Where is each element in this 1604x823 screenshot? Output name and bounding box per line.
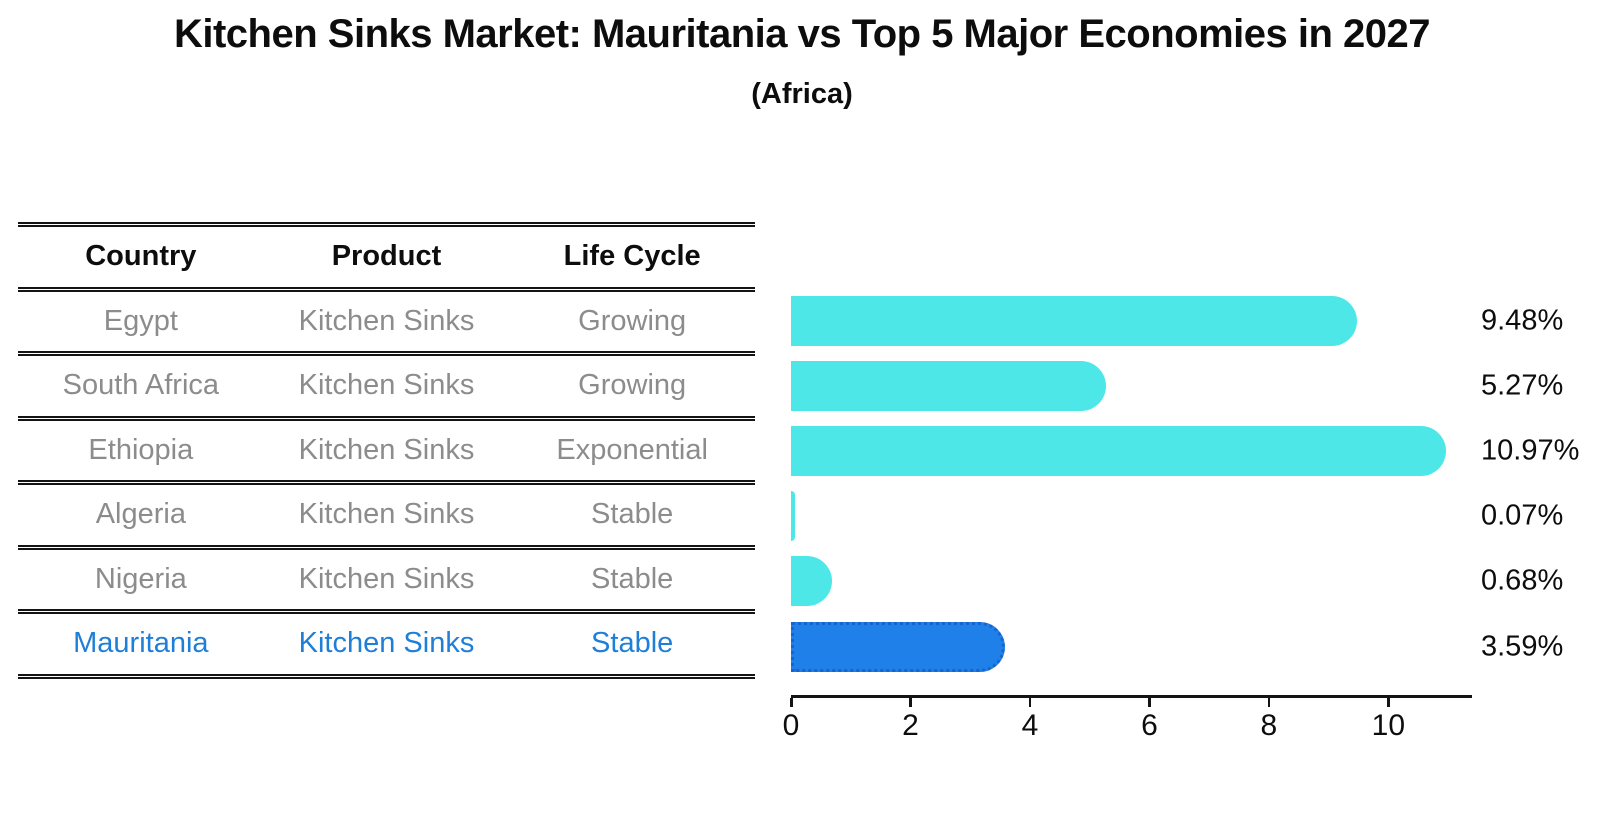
x-axis-tick-label: 8 [1260,709,1278,742]
x-axis-tick [909,698,912,707]
country-cell: South Africa [62,369,220,402]
table-divider [18,609,755,614]
bar-band: 9.48% [791,288,1563,353]
bar-mauritania-highlighted [791,621,1006,672]
country-cell: Ethiopia [88,433,194,466]
country-cell: Egypt [103,304,178,337]
x-axis-tick [1028,698,1032,707]
bar-band: 0.68% [791,549,1563,614]
x-axis-tick [1148,698,1151,707]
product-cell: Kitchen Sinks [298,369,475,402]
page-title: Kitchen Sinks Market: Mauritania vs Top … [173,12,1431,56]
table-divider [18,480,755,485]
life-cycle-cell: Growing [578,369,687,402]
value-label: 9.48% [1481,304,1564,337]
value-label: 10.97% [1481,434,1580,467]
value-label: 0.07% [1481,499,1564,532]
bar-algeria [791,491,796,542]
table-row-ethiopia: Ethiopia Kitchen Sinks Exponential [18,421,755,481]
value-label: 5.27% [1481,369,1564,402]
column-header-life-cycle: Life Cycle [563,240,701,273]
life-cycle-cell: Growing [578,304,687,337]
product-cell: Kitchen Sinks [298,433,475,466]
table-header-row: Country Product Life Cycle [18,227,755,287]
x-axis-tick [1387,698,1390,707]
table-row-nigeria: Nigeria Kitchen Sinks Stable [18,550,755,610]
country-table: Country Product Life Cycle Egypt Kitchen… [18,222,755,679]
bar-band: 3.59% [791,614,1563,679]
bar-nigeria [791,556,832,607]
product-cell: Kitchen Sinks [298,304,475,337]
x-axis-tick-label: 0 [782,709,800,742]
country-cell: Mauritania [73,627,209,660]
x-axis-line [791,695,1472,698]
x-axis-tick [1267,698,1271,707]
bar-ethiopia [791,425,1447,476]
x-axis-tick-label: 6 [1141,709,1158,742]
x-axis-tick-label: 2 [902,709,919,742]
table-divider [18,544,755,550]
life-cycle-cell: Exponential [556,433,708,466]
bar-band: 10.97% [791,418,1579,483]
life-cycle-cell: Stable [591,498,674,531]
x-axis-tick-label: 10 [1371,709,1406,742]
table-divider [18,415,755,421]
column-header-country: Country [85,240,197,273]
bar-band: 5.27% [791,353,1563,418]
table-divider [18,222,755,227]
value-label: 3.59% [1481,630,1564,663]
x-axis-tick-label: 4 [1021,709,1039,742]
product-cell: Kitchen Sinks [298,498,475,531]
table-row-mauritania: Mauritania Kitchen Sinks Stable [18,614,755,674]
table-divider [18,286,755,292]
page-subtitle: (Africa) [751,78,853,110]
table-row-south-africa: South Africa Kitchen Sinks Growing [18,356,755,416]
country-cell: Nigeria [94,562,187,595]
x-axis-tick [790,698,793,707]
bar-south-africa [791,360,1106,411]
bar-chart: 9.48% 5.27% 10.97% 0.07% 0.68% 3.59% 0 2… [783,288,1579,758]
table-row-algeria: Algeria Kitchen Sinks Stable [18,485,755,545]
product-cell: Kitchen Sinks [298,627,475,660]
product-cell: Kitchen Sinks [298,562,475,595]
bar-band: 0.07% [791,484,1563,549]
table-divider [18,673,755,679]
bar-egypt [791,295,1358,346]
life-cycle-cell: Stable [591,562,674,595]
table-row-egypt: Egypt Kitchen Sinks Growing [18,292,755,352]
life-cycle-cell: Stable [591,627,674,660]
value-label: 0.68% [1481,564,1564,597]
country-cell: Algeria [95,498,186,531]
table-divider [18,351,755,356]
column-header-product: Product [331,240,442,273]
